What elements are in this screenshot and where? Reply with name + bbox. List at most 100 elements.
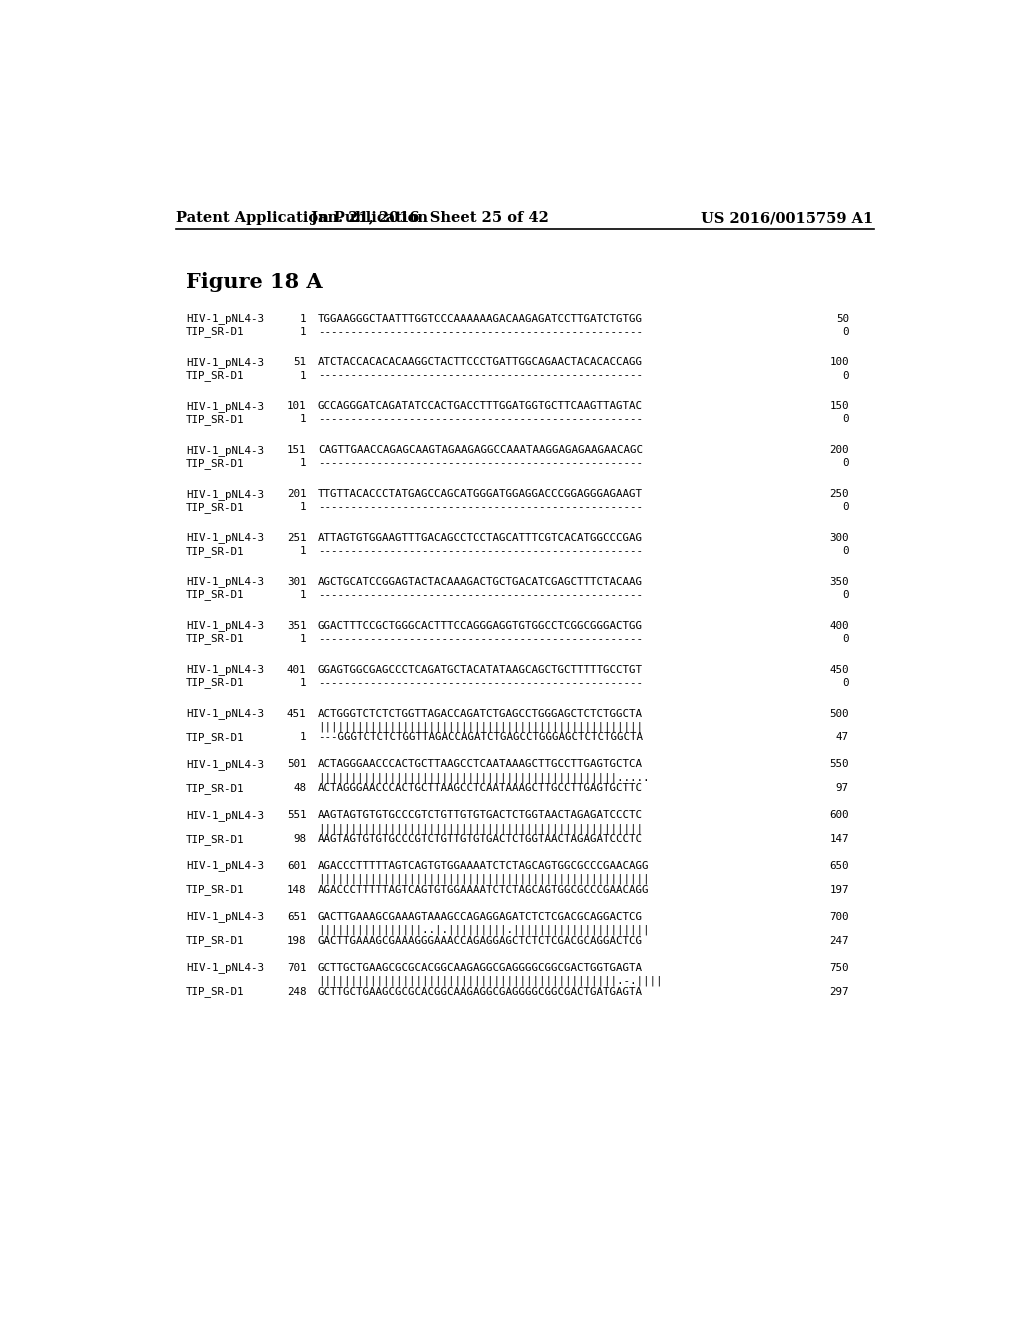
Text: HIV-1_pNL4-3: HIV-1_pNL4-3 (186, 861, 264, 871)
Text: --------------------------------------------------: ----------------------------------------… (317, 502, 643, 512)
Text: |||||||||||||||||||||||||||||||||||||||||||||||||||: ||||||||||||||||||||||||||||||||||||||||… (317, 874, 649, 884)
Text: 47: 47 (836, 733, 849, 742)
Text: 50: 50 (836, 314, 849, 323)
Text: 48: 48 (293, 783, 306, 793)
Text: 101: 101 (287, 401, 306, 412)
Text: TIP_SR-D1: TIP_SR-D1 (186, 414, 245, 425)
Text: AGACCCTTTTTAGTCAGTGTGGAAAATCTCTAGCAGTGGCGCCCGAACAGG: AGACCCTTTTTAGTCAGTGTGGAAAATCTCTAGCAGTGGC… (317, 884, 649, 895)
Text: ||||||||||||||||..|.|||||||||.|||||||||||||||||||||: ||||||||||||||||..|.|||||||||.||||||||||… (317, 925, 649, 935)
Text: ||||||||||||||||||||||||||||||||||||||||||||||||||: ||||||||||||||||||||||||||||||||||||||||… (317, 824, 643, 833)
Text: 1: 1 (300, 314, 306, 323)
Text: 500: 500 (829, 709, 849, 718)
Text: 400: 400 (829, 620, 849, 631)
Text: AGACCCTTTTTAGTCAGTGTGGAAAATCTCTAGCAGTGGCGCCCGAACAGG: AGACCCTTTTTAGTCAGTGTGGAAAATCTCTAGCAGTGGC… (317, 861, 649, 871)
Text: 750: 750 (829, 962, 849, 973)
Text: 1: 1 (300, 677, 306, 688)
Text: CAGTTGAACCAGAGCAAGTAGAAGAGGCCAAATAAGGAGAGAAGAACAGC: CAGTTGAACCAGAGCAAGTAGAAGAGGCCAAATAAGGAGA… (317, 445, 643, 455)
Text: 350: 350 (829, 577, 849, 587)
Text: 100: 100 (829, 358, 849, 367)
Text: 200: 200 (829, 445, 849, 455)
Text: 600: 600 (829, 810, 849, 820)
Text: GCCAGGGATCAGATATCCACTGACCTTTGGATGGTGCTTCAAGTTAGTAC: GCCAGGGATCAGATATCCACTGACCTTTGGATGGTGCTTC… (317, 401, 643, 412)
Text: HIV-1_pNL4-3: HIV-1_pNL4-3 (186, 532, 264, 544)
Text: 650: 650 (829, 861, 849, 871)
Text: GGAGTGGCGAGCCCTCAGATGCTACATATAAGCAGCTGCTTTTTGCCTGT: GGAGTGGCGAGCCCTCAGATGCTACATATAAGCAGCTGCT… (317, 665, 643, 675)
Text: TIP_SR-D1: TIP_SR-D1 (186, 326, 245, 337)
Text: 1: 1 (300, 634, 306, 644)
Text: 197: 197 (829, 884, 849, 895)
Text: Patent Application Publication: Patent Application Publication (176, 211, 428, 226)
Text: --------------------------------------------------: ----------------------------------------… (317, 414, 643, 425)
Text: GCTTGCTGAAGCGCGCACGGCAAGAGGCGAGGGGCGGCGACTGGTGAGTA: GCTTGCTGAAGCGCGCACGGCAAGAGGCGAGGGGCGGCGA… (317, 962, 643, 973)
Text: HIV-1_pNL4-3: HIV-1_pNL4-3 (186, 577, 264, 587)
Text: 0: 0 (843, 458, 849, 469)
Text: TTGTTACACCCTATGAGCCAGCATGGGATGGAGGACCCGGAGGGAGAAGT: TTGTTACACCCTATGAGCCAGCATGGGATGGAGGACCCGG… (317, 490, 643, 499)
Text: TIP_SR-D1: TIP_SR-D1 (186, 590, 245, 601)
Text: 1: 1 (300, 502, 306, 512)
Text: ||||||||||||||||||||||||||||||||||||||||||||||||||: ||||||||||||||||||||||||||||||||||||||||… (317, 722, 643, 731)
Text: GCTTGCTGAAGCGCGCACGGCAAGAGGCGAGGGGCGGCGACTGATGAGTA: GCTTGCTGAAGCGCGCACGGCAAGAGGCGAGGGGCGGCGA… (317, 986, 643, 997)
Text: US 2016/0015759 A1: US 2016/0015759 A1 (701, 211, 873, 226)
Text: TIP_SR-D1: TIP_SR-D1 (186, 634, 245, 644)
Text: HIV-1_pNL4-3: HIV-1_pNL4-3 (186, 401, 264, 412)
Text: 0: 0 (843, 326, 849, 337)
Text: TIP_SR-D1: TIP_SR-D1 (186, 502, 245, 512)
Text: 701: 701 (287, 962, 306, 973)
Text: --------------------------------------------------: ----------------------------------------… (317, 546, 643, 556)
Text: --------------------------------------------------: ----------------------------------------… (317, 634, 643, 644)
Text: TIP_SR-D1: TIP_SR-D1 (186, 783, 245, 793)
Text: 0: 0 (843, 502, 849, 512)
Text: 247: 247 (829, 936, 849, 945)
Text: 0: 0 (843, 634, 849, 644)
Text: --------------------------------------------------: ----------------------------------------… (317, 371, 643, 380)
Text: --------------------------------------------------: ----------------------------------------… (317, 458, 643, 469)
Text: TIP_SR-D1: TIP_SR-D1 (186, 936, 245, 946)
Text: GACTTGAAAGCGAAAGTAAAGCCAGAGGAGATCTCTCGACGCAGGACTCG: GACTTGAAAGCGAAAGTAAAGCCAGAGGAGATCTCTCGAC… (317, 912, 643, 921)
Text: 351: 351 (287, 620, 306, 631)
Text: 198: 198 (287, 936, 306, 945)
Text: 0: 0 (843, 677, 849, 688)
Text: HIV-1_pNL4-3: HIV-1_pNL4-3 (186, 445, 264, 455)
Text: TIP_SR-D1: TIP_SR-D1 (186, 733, 245, 743)
Text: GGACTTTCCGCTGGGCACTTTCCAGGGAGGTGTGGCCTCGGCGGGACTGG: GGACTTTCCGCTGGGCACTTTCCAGGGAGGTGTGGCCTCG… (317, 620, 643, 631)
Text: --------------------------------------------------: ----------------------------------------… (317, 326, 643, 337)
Text: TGGAAGGGCTAATTTGGTCCCAAAAAAGACAAGAGATCCTTGATCTGTGG: TGGAAGGGCTAATTTGGTCCCAAAAAAGACAAGAGATCCT… (317, 314, 643, 323)
Text: 1: 1 (300, 590, 306, 601)
Text: --------------------------------------------------: ----------------------------------------… (317, 590, 643, 601)
Text: 51: 51 (293, 358, 306, 367)
Text: 147: 147 (829, 834, 849, 843)
Text: 550: 550 (829, 759, 849, 770)
Text: 201: 201 (287, 490, 306, 499)
Text: ---GGGTCTCTCTGGTTAGACCAGATCTGAGCCTGGGAGCTCTCTGGCTA: ---GGGTCTCTCTGGTTAGACCAGATCTGAGCCTGGGAGC… (317, 733, 643, 742)
Text: 1: 1 (300, 546, 306, 556)
Text: ACTAGGGAACCCACTGCTTAAGCCTCAATAAAGCTTGCCTTGAGTGCTCA: ACTAGGGAACCCACTGCTTAAGCCTCAATAAAGCTTGCCT… (317, 759, 643, 770)
Text: 651: 651 (287, 912, 306, 921)
Text: TIP_SR-D1: TIP_SR-D1 (186, 458, 245, 469)
Text: ACTAGGGAACCCACTGCTTAAGCCTCAATAAAGCTTGCCTTGAGTGCTTC: ACTAGGGAACCCACTGCTTAAGCCTCAATAAAGCTTGCCT… (317, 783, 643, 793)
Text: 0: 0 (843, 546, 849, 556)
Text: ATCTACCACACACAAGGCTACTTCCCTGATTGGCAGAACTACACACCAGG: ATCTACCACACACAAGGCTACTTCCCTGATTGGCAGAACT… (317, 358, 643, 367)
Text: --------------------------------------------------: ----------------------------------------… (317, 677, 643, 688)
Text: HIV-1_pNL4-3: HIV-1_pNL4-3 (186, 356, 264, 368)
Text: GACTTGAAAGCGAAAGGGAAACCAGAGGAGCTCTCTCGACGCAGGACTCG: GACTTGAAAGCGAAAGGGAAACCAGAGGAGCTCTCTCGAC… (317, 936, 643, 945)
Text: TIP_SR-D1: TIP_SR-D1 (186, 834, 245, 845)
Text: HIV-1_pNL4-3: HIV-1_pNL4-3 (186, 911, 264, 923)
Text: TIP_SR-D1: TIP_SR-D1 (186, 677, 245, 688)
Text: 450: 450 (829, 665, 849, 675)
Text: 1: 1 (300, 326, 306, 337)
Text: 1: 1 (300, 458, 306, 469)
Text: 297: 297 (829, 986, 849, 997)
Text: 301: 301 (287, 577, 306, 587)
Text: 1: 1 (300, 733, 306, 742)
Text: TIP_SR-D1: TIP_SR-D1 (186, 986, 245, 997)
Text: 0: 0 (843, 414, 849, 425)
Text: AAGTAGTGTGTGCCCGTCTGTTGTGTGACTCTGGTAACTAGAGATCCCTC: AAGTAGTGTGTGCCCGTCTGTTGTGTGACTCTGGTAACTA… (317, 810, 643, 820)
Text: TIP_SR-D1: TIP_SR-D1 (186, 370, 245, 381)
Text: 501: 501 (287, 759, 306, 770)
Text: AGCTGCATCCGGAGTACTACAAAGACTGCTGACATCGAGCTTTCTACAAG: AGCTGCATCCGGAGTACTACAAAGACTGCTGACATCGAGC… (317, 577, 643, 587)
Text: 401: 401 (287, 665, 306, 675)
Text: HIV-1_pNL4-3: HIV-1_pNL4-3 (186, 759, 264, 770)
Text: 551: 551 (287, 810, 306, 820)
Text: 150: 150 (829, 401, 849, 412)
Text: HIV-1_pNL4-3: HIV-1_pNL4-3 (186, 962, 264, 973)
